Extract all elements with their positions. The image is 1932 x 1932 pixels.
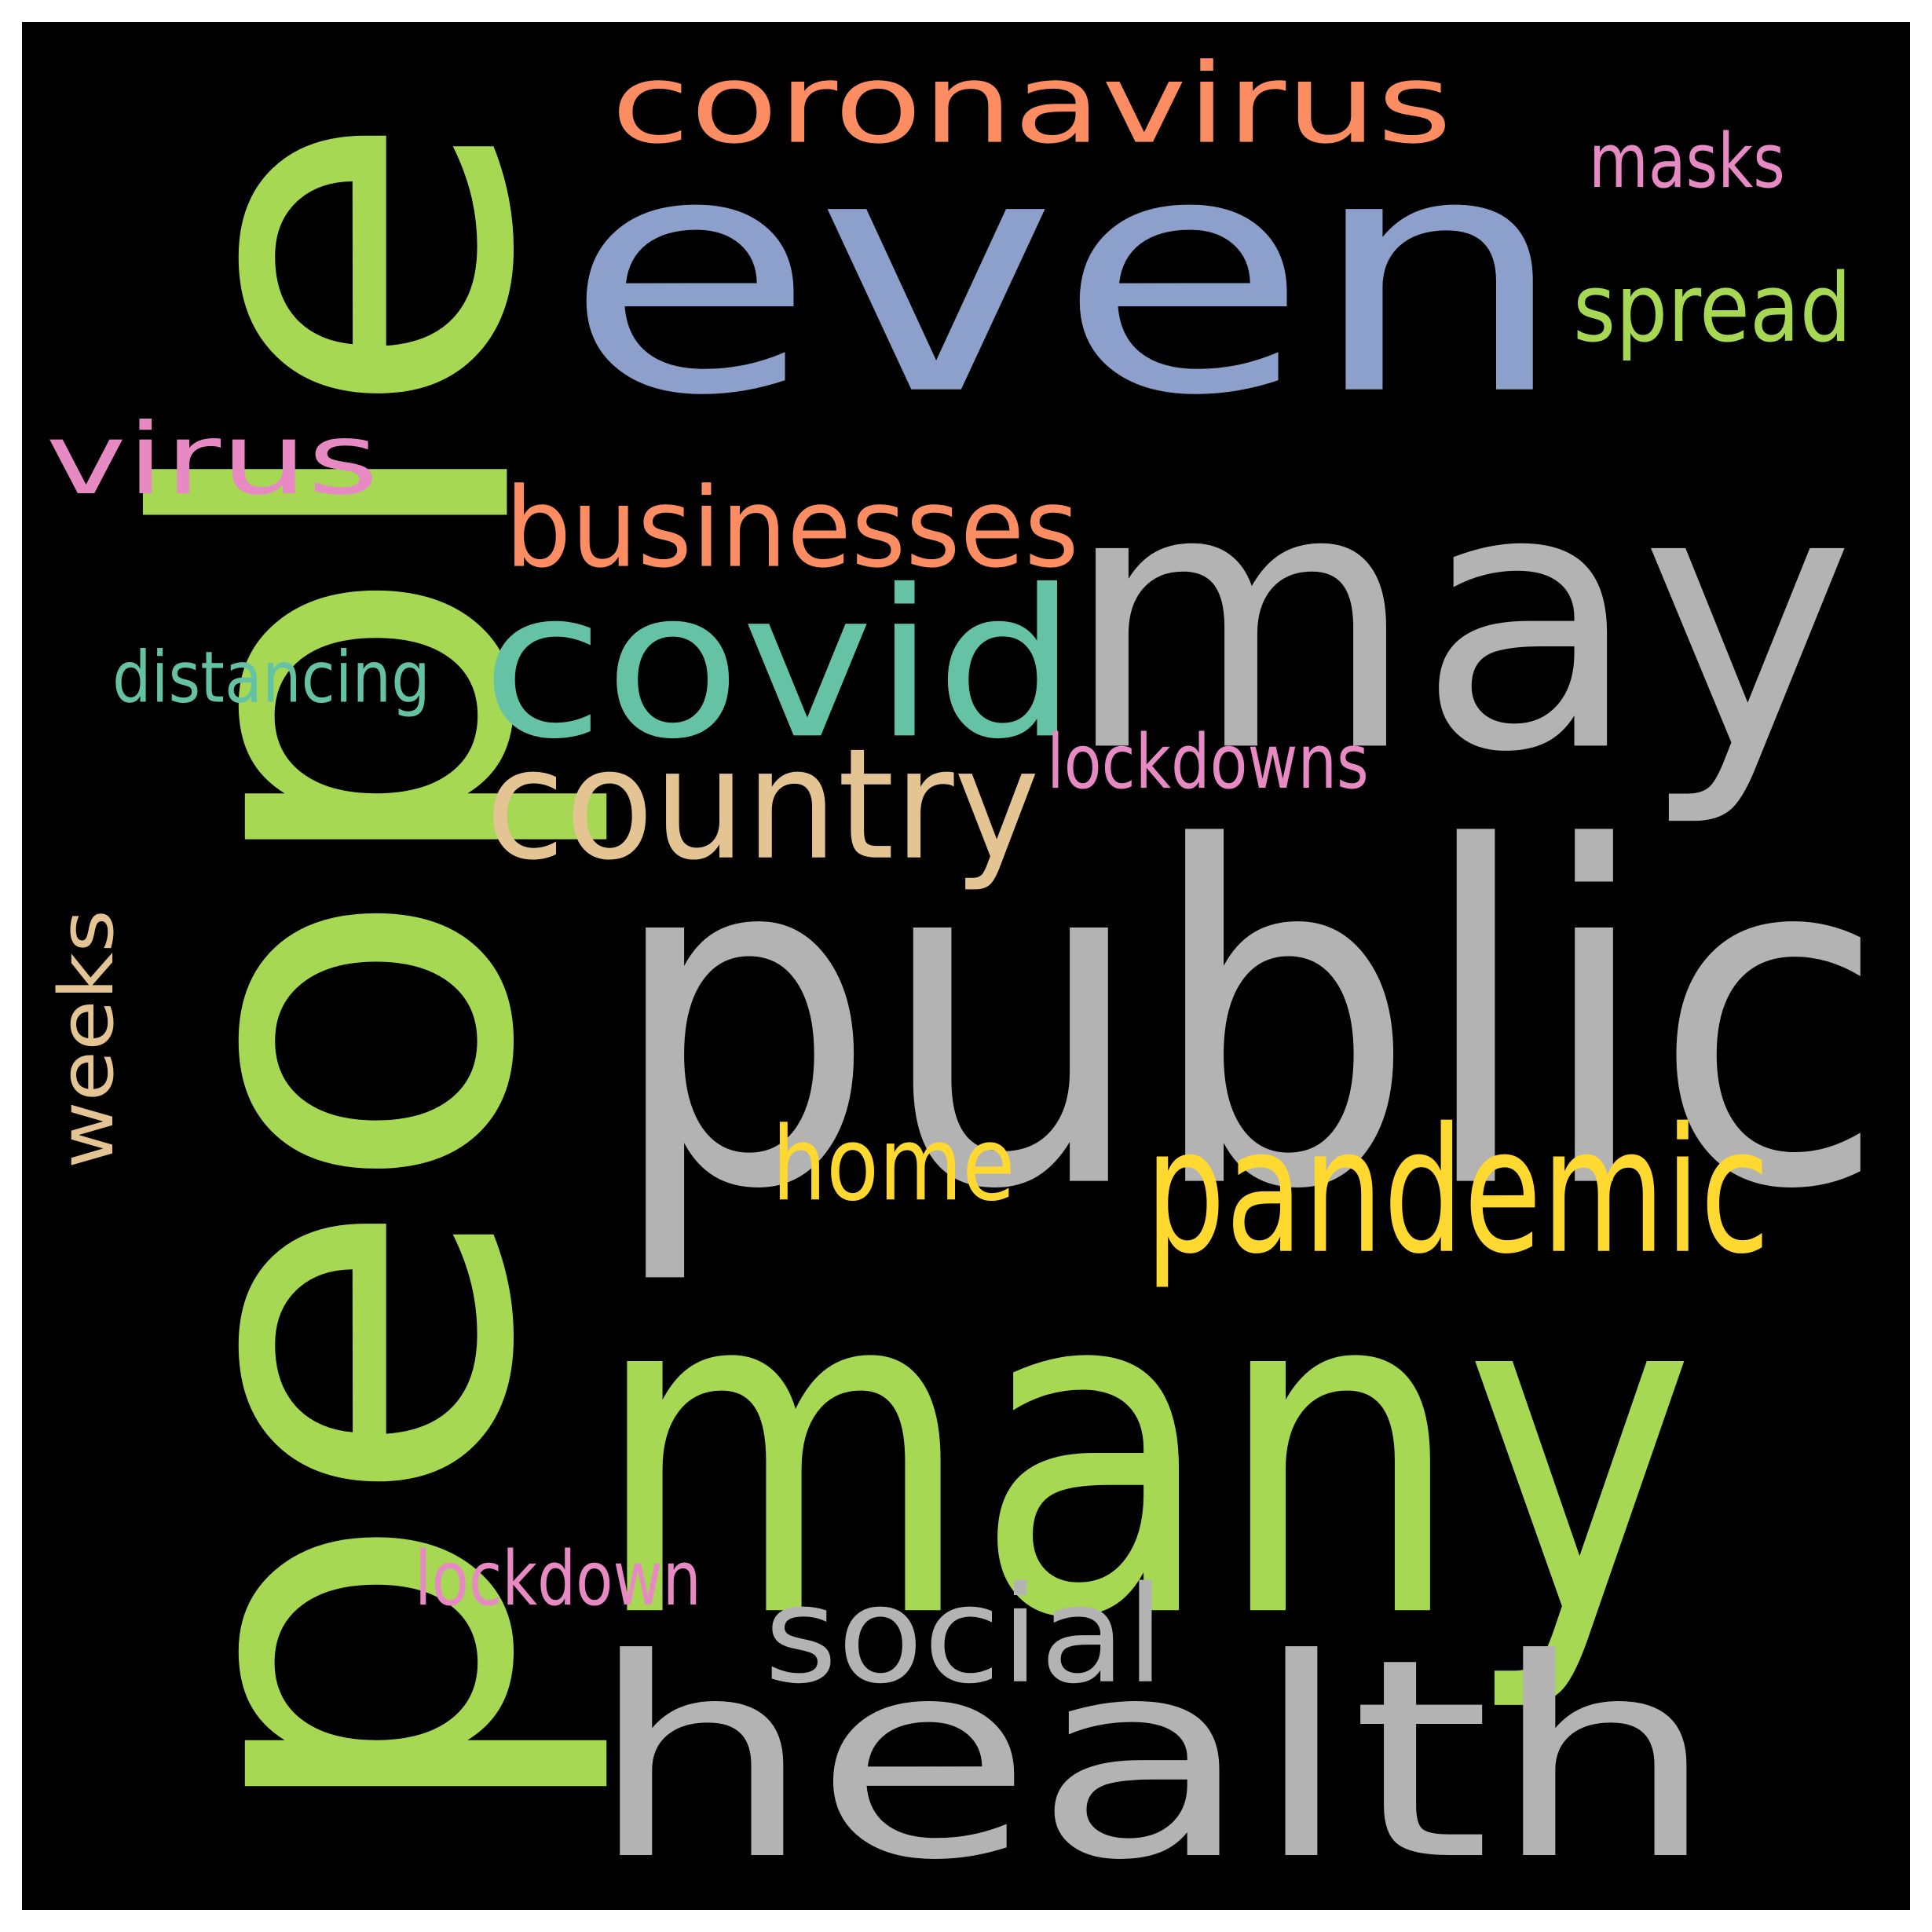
word-country: country <box>485 715 1040 895</box>
word-many: many <box>591 1186 1696 1720</box>
word-masks: masks <box>1589 117 1785 205</box>
word-businesses: businesses <box>505 463 1079 593</box>
word-may: may <box>1063 409 1856 832</box>
word-social: social <box>764 1557 1165 1714</box>
word-virus: virus <box>46 401 379 517</box>
word-lockdown: lockdown <box>415 1535 701 1623</box>
word-even: even <box>564 82 1568 469</box>
word-distancing: distancing <box>112 635 430 719</box>
word-health: health <box>587 1599 1718 1910</box>
word-spread: spread <box>1573 253 1852 364</box>
word-covid: covid <box>481 545 1078 785</box>
word-cloud: people even may public many health coron… <box>22 22 1910 1910</box>
word-public: public <box>607 749 1887 1293</box>
word-coronavirus: coronavirus <box>611 39 1452 169</box>
word-weeks: weeks <box>42 909 130 1169</box>
word-home: home <box>772 1104 1015 1224</box>
word-pandemic: pandemic <box>1145 1090 1770 1293</box>
word-lockdowns: lockdowns <box>1047 718 1369 806</box>
